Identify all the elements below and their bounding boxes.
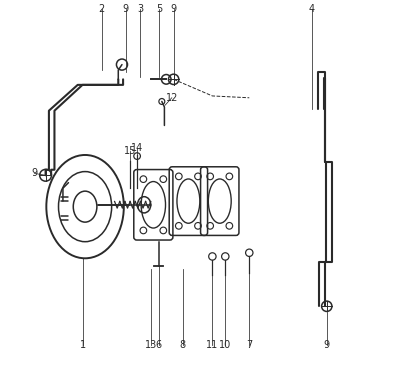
Text: 9: 9 xyxy=(170,4,176,14)
Text: 3: 3 xyxy=(137,4,143,14)
Text: 2: 2 xyxy=(98,4,105,14)
Text: 15: 15 xyxy=(124,146,136,156)
Text: 6: 6 xyxy=(155,340,162,350)
Text: 14: 14 xyxy=(130,142,143,153)
Text: 7: 7 xyxy=(245,340,252,350)
Text: 9: 9 xyxy=(31,168,38,179)
Text: 1: 1 xyxy=(80,340,86,350)
Text: 4: 4 xyxy=(308,4,314,14)
Text: 9: 9 xyxy=(122,4,128,14)
Text: 10: 10 xyxy=(219,340,231,350)
Text: 5: 5 xyxy=(155,4,162,14)
Text: 8: 8 xyxy=(180,340,185,350)
Text: 13: 13 xyxy=(145,340,157,350)
Text: 12: 12 xyxy=(165,93,178,103)
Text: 11: 11 xyxy=(206,340,218,350)
Text: 9: 9 xyxy=(323,340,329,350)
